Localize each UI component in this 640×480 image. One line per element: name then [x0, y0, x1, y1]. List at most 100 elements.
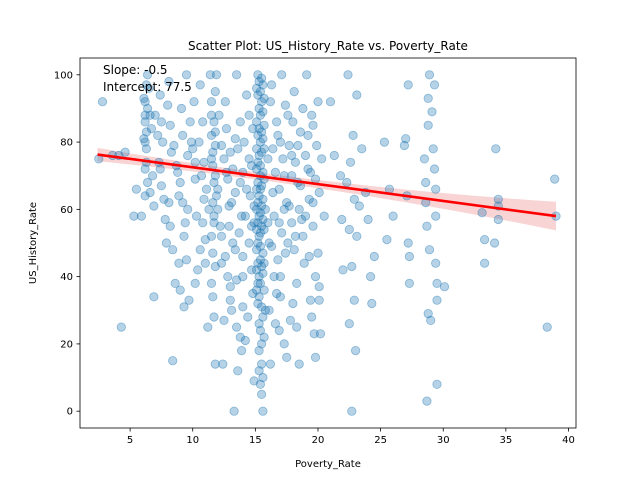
data-point	[210, 140, 220, 151]
data-point	[550, 174, 560, 184]
data-point	[183, 204, 193, 214]
data-point	[265, 97, 275, 107]
data-point	[347, 261, 357, 272]
data-point	[258, 214, 268, 225]
data-point	[221, 124, 232, 134]
data-point	[300, 150, 311, 161]
data-point	[354, 201, 364, 211]
data-point	[201, 184, 212, 194]
data-point	[269, 271, 279, 282]
data-point	[150, 110, 160, 120]
data-point	[256, 261, 267, 272]
data-point	[289, 245, 299, 255]
data-point	[210, 359, 220, 369]
data-point	[224, 221, 234, 231]
data-point	[219, 315, 229, 325]
data-point	[143, 70, 153, 80]
data-point	[244, 110, 254, 120]
data-point	[277, 228, 287, 238]
data-point	[266, 241, 277, 251]
data-point	[210, 87, 220, 97]
data-point	[252, 144, 262, 154]
data-point	[140, 110, 150, 120]
data-point	[263, 218, 273, 228]
data-point	[225, 295, 235, 305]
data-point	[255, 255, 265, 265]
data-point	[314, 295, 324, 305]
data-point	[303, 130, 313, 140]
data-point	[258, 406, 268, 416]
data-point	[139, 93, 149, 104]
data-point	[203, 322, 213, 332]
data-point	[190, 278, 200, 288]
data-point	[258, 107, 268, 117]
data-point	[206, 130, 217, 140]
data-point	[235, 332, 245, 342]
data-point	[174, 258, 184, 268]
data-point	[256, 181, 267, 191]
data-point	[382, 235, 392, 245]
data-point	[206, 97, 217, 107]
data-point	[252, 204, 262, 214]
data-point	[168, 356, 178, 366]
data-point	[180, 218, 190, 228]
data-point	[290, 231, 300, 241]
data-point	[282, 352, 292, 362]
data-point	[280, 100, 290, 110]
data-point	[292, 322, 302, 332]
data-point	[348, 130, 358, 140]
y-tick-label: 100	[54, 70, 73, 81]
data-point	[310, 174, 321, 184]
data-point	[239, 137, 249, 147]
data-point	[277, 70, 287, 80]
data-point	[232, 322, 242, 332]
data-point	[153, 130, 163, 140]
x-tick-label: 35	[499, 435, 512, 446]
data-point	[312, 140, 322, 151]
data-point	[423, 93, 433, 104]
regression-layer	[97, 153, 557, 218]
data-point	[209, 218, 219, 228]
data-point	[329, 150, 339, 161]
data-point	[159, 194, 169, 204]
data-point	[423, 120, 433, 130]
data-point	[294, 204, 304, 214]
data-point	[206, 154, 217, 164]
data-point	[253, 130, 263, 140]
points-layer	[94, 70, 561, 416]
data-point	[169, 140, 179, 151]
data-point	[200, 258, 210, 268]
data-point	[254, 231, 264, 241]
data-point	[432, 278, 442, 288]
data-point	[146, 124, 156, 134]
data-point	[141, 80, 151, 90]
data-point	[493, 194, 503, 204]
x-tick-label: 40	[562, 435, 575, 446]
data-point	[345, 157, 356, 167]
data-point	[258, 268, 268, 278]
data-point	[278, 154, 288, 164]
data-point	[242, 90, 252, 100]
data-point	[315, 329, 326, 339]
data-point	[140, 97, 150, 107]
data-point	[266, 80, 277, 90]
data-point	[274, 184, 284, 194]
data-point	[325, 97, 336, 107]
data-point	[431, 184, 441, 194]
x-tick-label: 30	[437, 435, 450, 446]
data-point	[181, 70, 192, 80]
data-point	[185, 117, 195, 127]
data-point	[155, 164, 165, 174]
data-point	[287, 218, 297, 228]
data-point	[256, 97, 267, 107]
data-point	[249, 201, 259, 211]
data-point	[206, 278, 217, 288]
data-point	[401, 134, 411, 144]
data-point	[419, 154, 429, 164]
data-point	[357, 144, 367, 154]
data-point	[227, 198, 237, 208]
data-point	[264, 238, 274, 248]
data-point	[219, 154, 229, 164]
data-point	[287, 171, 297, 181]
data-point	[258, 80, 268, 90]
